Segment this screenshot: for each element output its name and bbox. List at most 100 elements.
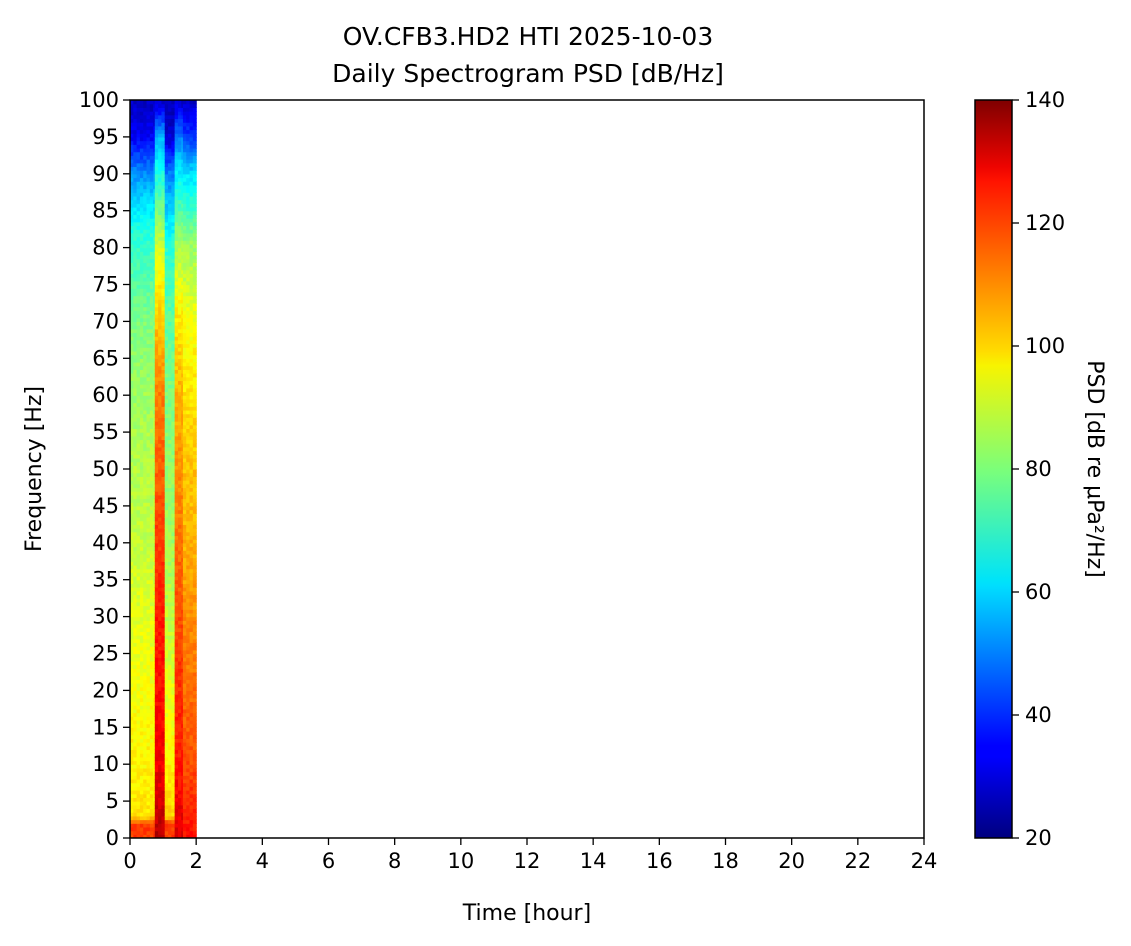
heatmap-cell bbox=[171, 465, 176, 470]
heatmap-cell bbox=[149, 653, 154, 658]
heatmap-cell bbox=[192, 572, 197, 577]
heatmap-cell bbox=[139, 609, 144, 614]
heatmap-cell bbox=[133, 812, 138, 817]
heatmap-cell bbox=[153, 384, 156, 389]
heatmap-cell bbox=[177, 373, 182, 378]
heatmap-cell bbox=[171, 712, 176, 717]
heatmap-cell bbox=[139, 469, 144, 474]
heatmap-cell bbox=[146, 742, 151, 747]
heatmap-cell bbox=[171, 612, 176, 618]
heatmap-cell bbox=[177, 421, 182, 426]
heatmap-cell bbox=[174, 771, 179, 776]
heatmap-cell bbox=[139, 528, 144, 533]
heatmap-cell bbox=[146, 505, 151, 511]
heatmap-cell bbox=[146, 694, 151, 699]
heatmap-cell bbox=[161, 457, 166, 463]
heatmap-cell bbox=[182, 277, 187, 282]
heatmap-cell bbox=[192, 284, 197, 289]
heatmap-cell bbox=[177, 561, 182, 566]
heatmap-cell bbox=[136, 402, 141, 407]
heatmap-cell bbox=[186, 457, 191, 463]
heatmap-cell bbox=[177, 317, 182, 322]
heatmap-cell bbox=[149, 188, 154, 193]
heatmap-cell bbox=[171, 310, 176, 315]
heatmap-cell bbox=[182, 107, 187, 112]
heatmap-cell bbox=[171, 432, 176, 437]
heatmap-cell bbox=[161, 590, 166, 596]
heatmap-cell bbox=[154, 140, 159, 145]
heatmap-cell bbox=[153, 679, 156, 684]
heatmap-cell bbox=[154, 413, 159, 418]
heatmap-cell bbox=[181, 465, 184, 470]
heatmap-cell bbox=[136, 166, 141, 171]
heatmap-cell bbox=[171, 660, 176, 666]
heatmap-cell bbox=[149, 801, 154, 806]
heatmap-cell bbox=[149, 734, 154, 739]
heatmap-cell bbox=[161, 262, 166, 267]
heatmap-cell bbox=[186, 162, 191, 168]
heatmap-cell bbox=[154, 299, 159, 304]
heatmap-cell bbox=[153, 683, 156, 688]
heatmap-cell bbox=[161, 177, 166, 182]
heatmap-cell bbox=[182, 343, 187, 348]
heatmap-cell bbox=[164, 642, 169, 647]
heatmap-cell bbox=[153, 583, 156, 588]
heatmap-cell bbox=[149, 476, 154, 481]
heatmap-cell bbox=[192, 166, 197, 171]
heatmap-cell bbox=[174, 147, 179, 153]
heatmap-cell bbox=[153, 513, 156, 518]
heatmap-cell bbox=[154, 587, 159, 592]
heatmap-cell bbox=[192, 184, 197, 190]
heatmap-cell bbox=[130, 173, 134, 179]
heatmap-cell bbox=[189, 683, 194, 688]
heatmap-cell bbox=[192, 579, 197, 584]
heatmap-cell bbox=[186, 258, 191, 263]
heatmap-cell bbox=[186, 350, 191, 356]
heatmap-cell bbox=[161, 136, 166, 142]
heatmap-cell bbox=[143, 612, 148, 618]
heatmap-cell bbox=[182, 199, 187, 204]
heatmap-cell bbox=[136, 321, 141, 326]
heatmap-cell bbox=[153, 269, 156, 275]
heatmap-cell bbox=[143, 627, 148, 632]
heatmap-cell bbox=[186, 782, 191, 787]
heatmap-cell bbox=[143, 347, 148, 352]
heatmap-cell bbox=[174, 502, 179, 507]
heatmap-cell bbox=[168, 572, 172, 577]
heatmap-cell bbox=[133, 461, 138, 466]
heatmap-cell bbox=[133, 483, 138, 489]
heatmap-cell bbox=[186, 509, 191, 514]
heatmap-cell bbox=[164, 535, 169, 540]
heatmap-cell bbox=[181, 509, 184, 514]
heatmap-cell bbox=[153, 299, 156, 304]
heatmap-cell bbox=[186, 306, 191, 311]
heatmap-cell bbox=[139, 623, 144, 629]
heatmap-cell bbox=[158, 291, 163, 297]
heatmap-cell bbox=[153, 826, 156, 832]
heatmap-cell bbox=[181, 505, 184, 511]
heatmap-cell bbox=[189, 823, 194, 828]
heatmap-cell bbox=[181, 719, 184, 725]
heatmap-cell bbox=[174, 465, 179, 470]
heatmap-cell bbox=[146, 646, 151, 651]
heatmap-cell bbox=[186, 576, 191, 581]
heatmap-cell bbox=[149, 657, 154, 662]
heatmap-cell bbox=[130, 734, 134, 739]
heatmap-cell bbox=[168, 192, 172, 197]
heatmap-cell bbox=[181, 266, 184, 271]
heatmap-cell bbox=[168, 520, 172, 525]
heatmap-cell bbox=[149, 516, 154, 522]
heatmap-cell bbox=[130, 557, 134, 562]
heatmap-cell bbox=[174, 745, 179, 751]
heatmap-cell bbox=[177, 435, 182, 441]
heatmap-cell bbox=[189, 620, 194, 625]
heatmap-cell bbox=[186, 646, 191, 651]
heatmap-cell bbox=[181, 727, 184, 732]
heatmap-cell bbox=[154, 207, 159, 212]
heatmap-cell bbox=[154, 199, 159, 204]
heatmap-cell bbox=[143, 402, 148, 407]
heatmap-cell bbox=[130, 683, 134, 688]
heatmap-cell bbox=[154, 184, 159, 190]
heatmap-cell bbox=[158, 288, 163, 293]
